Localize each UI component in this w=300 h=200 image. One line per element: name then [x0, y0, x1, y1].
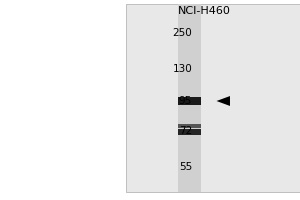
Text: 130: 130 — [172, 64, 192, 74]
Text: 250: 250 — [172, 28, 192, 38]
Text: 95: 95 — [179, 96, 192, 106]
Bar — [178, 129, 201, 135]
Text: NCI-H460: NCI-H460 — [178, 6, 231, 16]
Bar — [178, 4, 201, 192]
Polygon shape — [217, 96, 230, 106]
Bar — [178, 124, 201, 128]
Bar — [126, 4, 300, 192]
Text: 55: 55 — [179, 162, 192, 172]
Bar — [178, 97, 201, 105]
Text: 72: 72 — [179, 126, 192, 136]
